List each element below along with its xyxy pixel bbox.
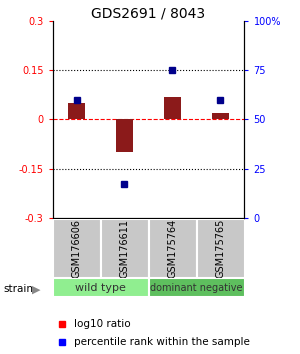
Bar xyxy=(100,219,148,278)
Bar xyxy=(212,113,229,119)
Title: GDS2691 / 8043: GDS2691 / 8043 xyxy=(92,6,206,20)
Bar xyxy=(116,119,133,152)
Text: GSM175764: GSM175764 xyxy=(167,219,178,278)
Text: ▶: ▶ xyxy=(32,284,40,294)
Text: GSM175765: GSM175765 xyxy=(215,219,226,278)
Text: strain: strain xyxy=(3,284,33,294)
Text: wild type: wild type xyxy=(75,282,126,293)
Bar xyxy=(52,219,100,278)
Text: GSM176611: GSM176611 xyxy=(119,219,130,278)
Bar xyxy=(148,219,196,278)
Bar xyxy=(196,219,244,278)
Bar xyxy=(68,103,85,119)
Text: dominant negative: dominant negative xyxy=(150,282,243,293)
Text: GSM176606: GSM176606 xyxy=(71,219,82,278)
Bar xyxy=(52,278,148,297)
Bar xyxy=(148,278,244,297)
Text: percentile rank within the sample: percentile rank within the sample xyxy=(74,337,249,347)
Bar xyxy=(164,97,181,119)
Text: log10 ratio: log10 ratio xyxy=(74,319,130,329)
